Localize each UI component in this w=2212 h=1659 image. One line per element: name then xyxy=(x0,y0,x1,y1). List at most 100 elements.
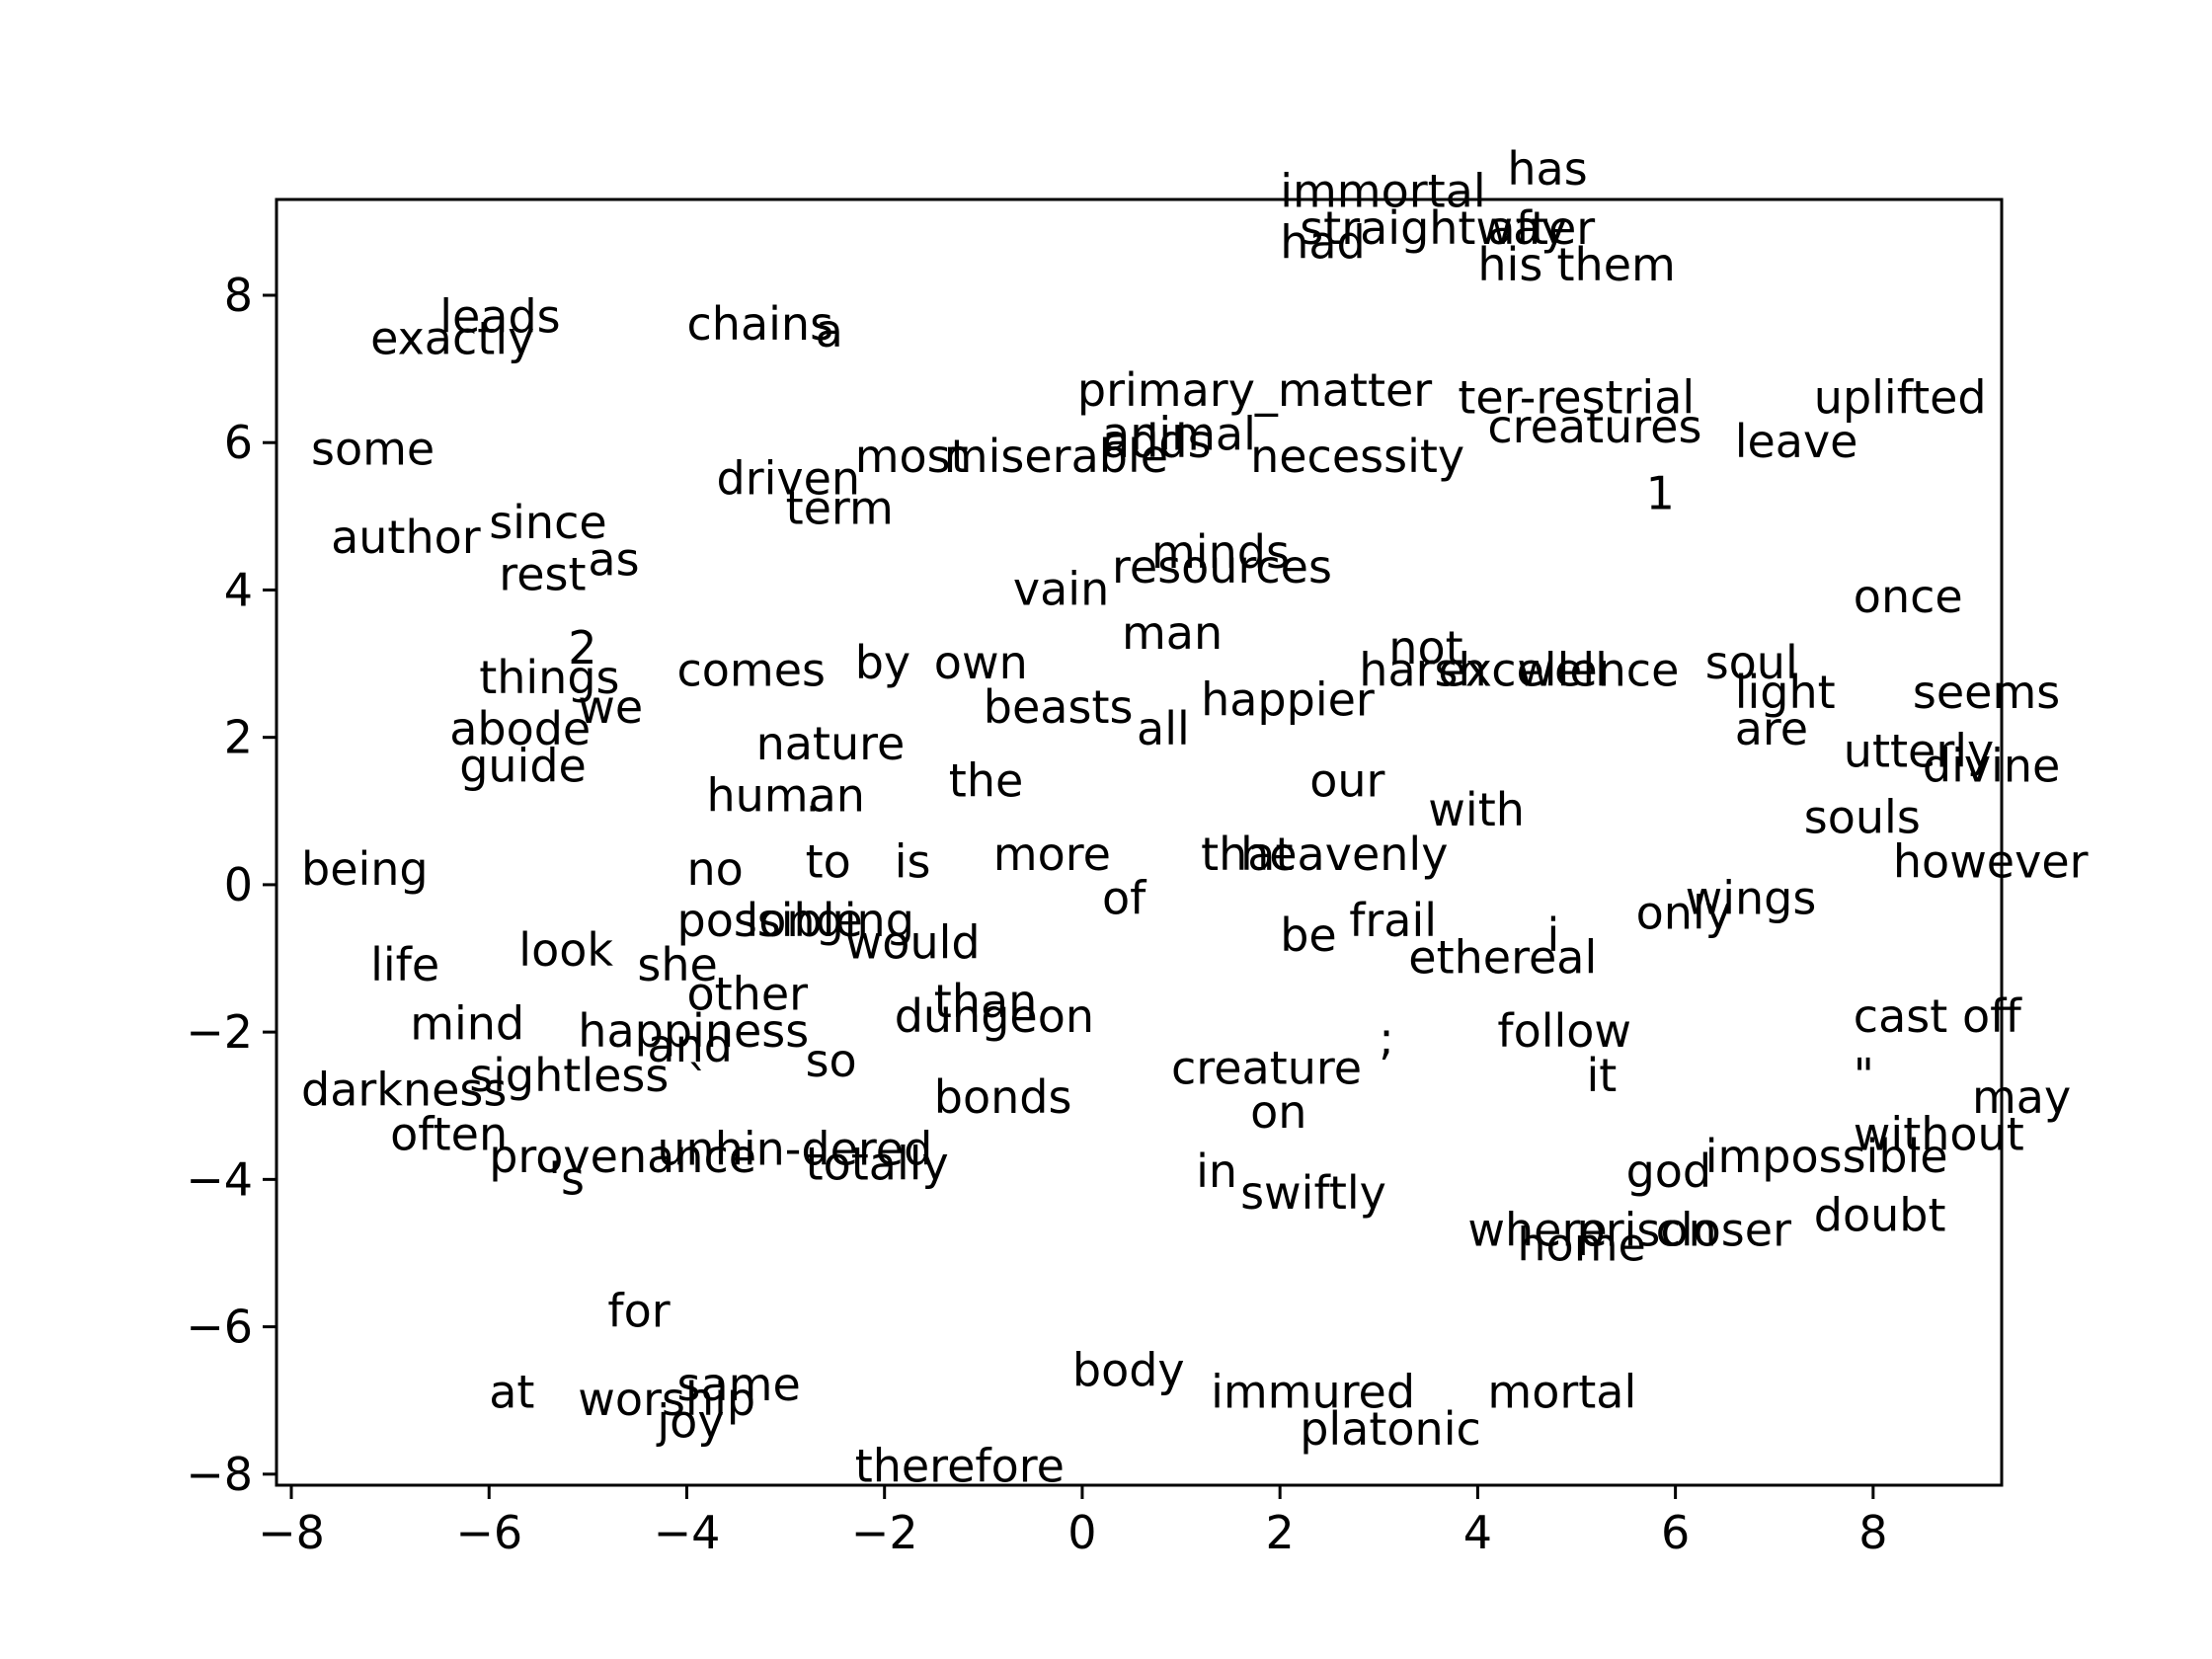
word-point: souls xyxy=(1804,791,1921,844)
x-tick-label: −8 xyxy=(258,1506,325,1559)
word-point: straightway xyxy=(1300,201,1567,255)
x-tick-label: −2 xyxy=(851,1506,918,1559)
word-point: ter-restrial xyxy=(1458,370,1695,424)
word-point: mortal xyxy=(1487,1366,1636,1419)
word-point: than xyxy=(934,975,1038,1028)
word-point: " xyxy=(1854,1049,1874,1102)
word-point: doubt xyxy=(1814,1189,1946,1242)
word-point: i xyxy=(1547,908,1560,962)
word-point: adds xyxy=(1102,415,1212,468)
word-point: with xyxy=(1428,783,1525,836)
word-point: in xyxy=(1196,1145,1237,1198)
word-point: without xyxy=(1854,1108,2024,1161)
word-point: utterly xyxy=(1844,725,1994,778)
word-point: by xyxy=(855,636,910,689)
word-point: prison xyxy=(1577,1204,1717,1257)
word-point: beasts xyxy=(984,680,1134,734)
word-point: rest xyxy=(499,547,586,600)
word-point: impossible xyxy=(1705,1130,1948,1183)
word-point: however xyxy=(1893,834,2089,888)
word-point: closer xyxy=(1656,1204,1791,1257)
plot-frame xyxy=(275,198,2004,1487)
word-point: his xyxy=(1477,238,1542,291)
word-point: happier xyxy=(1201,672,1375,726)
word-point: creature xyxy=(1171,1041,1362,1094)
x-tick-label: 4 xyxy=(1463,1506,1492,1559)
word-point: most xyxy=(855,430,969,483)
word-point: abode xyxy=(449,702,591,755)
word-point: ethereal xyxy=(1408,930,1597,984)
word-point: uplifted xyxy=(1814,370,1987,424)
word-point: cast xyxy=(1854,989,1947,1043)
word-point: seems xyxy=(1913,666,2060,719)
word-point: happiness xyxy=(578,1004,809,1058)
word-point: man xyxy=(1122,606,1223,660)
x-tick-label: 2 xyxy=(1266,1506,1295,1559)
x-tick-label: −4 xyxy=(654,1506,721,1559)
word-point: provenance xyxy=(489,1130,756,1183)
word-point: miserable xyxy=(944,430,1168,483)
word-point: and xyxy=(647,1019,733,1072)
word-point: to xyxy=(806,834,851,888)
x-tick-label: 6 xyxy=(1661,1506,1690,1559)
word-point: often xyxy=(390,1108,508,1161)
word-point: minds xyxy=(1151,525,1290,579)
word-point: term xyxy=(786,481,894,534)
word-point: harsh xyxy=(1359,643,1486,696)
word-point: since xyxy=(489,496,607,549)
word-point: ` xyxy=(687,1056,710,1109)
word-point: some xyxy=(311,423,434,476)
word-point: them xyxy=(1557,238,1676,291)
word-point: is xyxy=(895,834,931,888)
word-point: would xyxy=(845,916,981,970)
word-point: comes xyxy=(677,643,827,696)
word-point: leave xyxy=(1735,415,1858,468)
word-point: look xyxy=(518,923,613,977)
word-point: longing xyxy=(747,894,914,947)
word-point: that xyxy=(1201,828,1293,881)
word-point: worship xyxy=(578,1373,755,1426)
y-tick-label: −2 xyxy=(186,1005,253,1059)
y-tick-label: 8 xyxy=(224,269,253,322)
y-tick-label: −8 xyxy=(186,1448,253,1501)
word-point: 's xyxy=(548,1151,585,1205)
word-point: are xyxy=(1735,702,1808,755)
x-axis: −8 −6 −4 −2 0 2 4 6 8 xyxy=(258,1485,1887,1559)
word-point: so xyxy=(806,1034,857,1087)
word-point: she xyxy=(637,938,717,991)
word-point: only xyxy=(1636,887,1732,940)
word-point: totally xyxy=(806,1137,949,1190)
x-tick-label: −6 xyxy=(455,1506,522,1559)
word-point: at xyxy=(489,1366,534,1419)
word-point: after xyxy=(1487,201,1595,255)
word-point: swiftly xyxy=(1240,1166,1386,1220)
word-point: immured xyxy=(1211,1366,1415,1419)
word-point: chains xyxy=(687,297,834,351)
word-point: once xyxy=(1854,570,1963,623)
y-tick-label: 2 xyxy=(224,711,253,764)
word-point: our xyxy=(1309,753,1384,807)
word-point: well xyxy=(1517,643,1607,696)
y-axis: −8 −6 −4 −2 0 2 4 6 8 xyxy=(186,269,276,1501)
word-point: a xyxy=(816,304,843,357)
word-point: excellence xyxy=(1438,643,1679,696)
word-point: leads xyxy=(439,289,560,343)
word-point: god xyxy=(1626,1145,1712,1198)
word-point: had xyxy=(1280,216,1366,270)
word-point: life xyxy=(370,938,439,991)
word-point: ; xyxy=(1379,1012,1394,1066)
word-point: light xyxy=(1735,666,1836,719)
word-point: necessity xyxy=(1250,430,1464,483)
y-tick-label: −4 xyxy=(186,1152,253,1206)
word-point: divine xyxy=(1923,739,2060,792)
word-point: unhin-dered xyxy=(657,1122,932,1175)
word-point: vain xyxy=(1013,562,1109,615)
word-point: own xyxy=(934,636,1028,689)
word-point: creatures xyxy=(1487,400,1701,453)
x-tick-label: 8 xyxy=(1858,1506,1887,1559)
word-point: joy xyxy=(656,1395,724,1449)
y-tick-label: −6 xyxy=(186,1301,253,1354)
word-point: guide xyxy=(459,739,587,792)
word-point: possible xyxy=(677,894,863,947)
